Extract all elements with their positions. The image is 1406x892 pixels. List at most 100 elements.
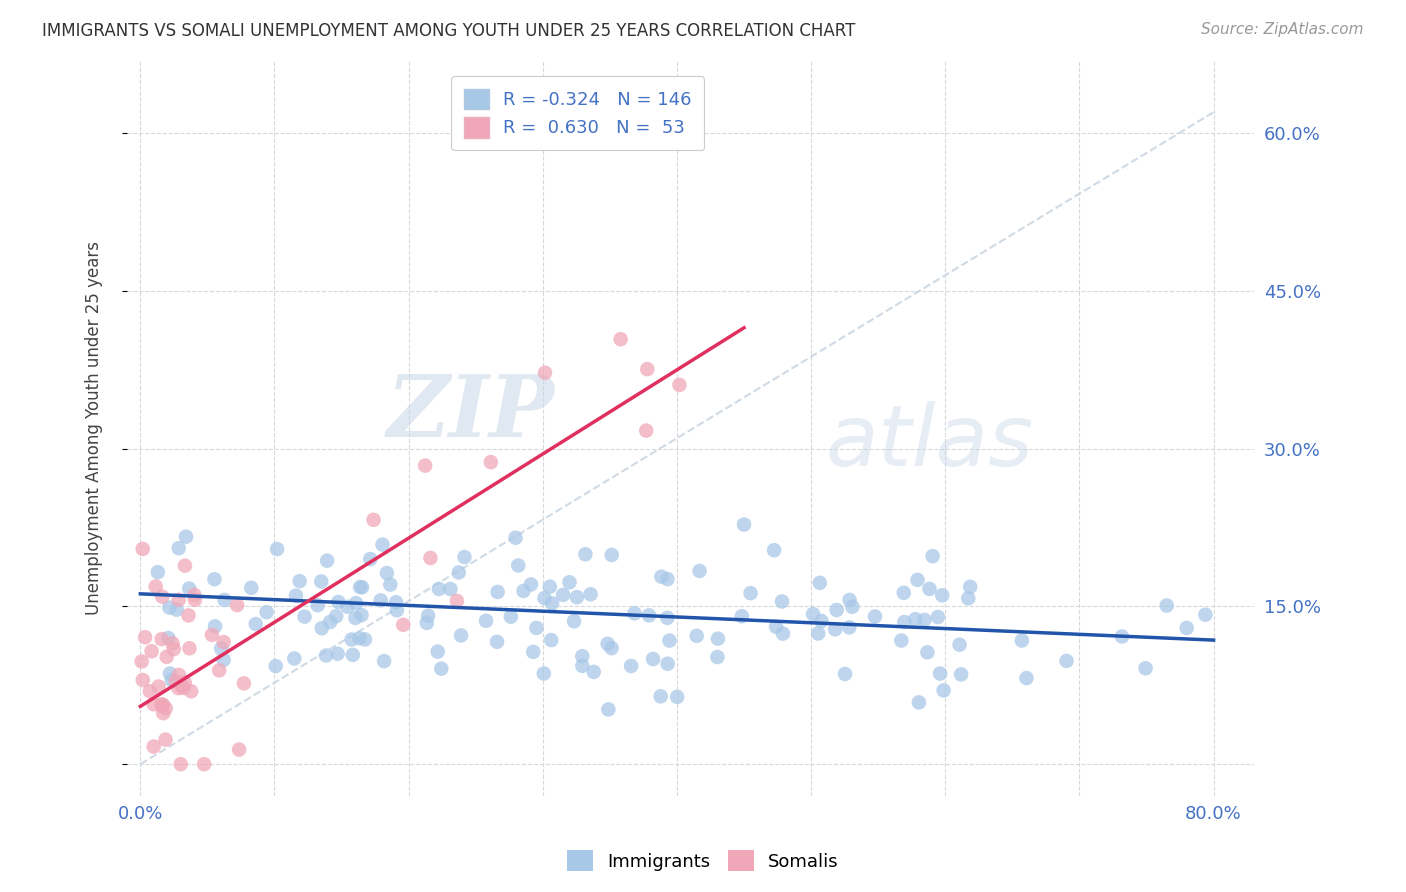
Point [183, 588, 205, 602]
Point [948, 638, 970, 652]
Point [551, 588, 574, 602]
Point [307, 599, 329, 613]
Point [1056, 654, 1078, 668]
Point [166, 603, 188, 617]
Point [733, 517, 755, 532]
Point [288, 574, 311, 589]
Point [808, 575, 831, 590]
Point [294, 609, 316, 624]
Point [598, 702, 620, 716]
Point [863, 609, 886, 624]
Point [373, 654, 395, 668]
Point [650, 569, 672, 583]
Point [201, 628, 224, 642]
Point [325, 609, 347, 624]
Point [385, 603, 408, 617]
Point [824, 622, 846, 636]
Point [141, 644, 163, 658]
Point [534, 366, 557, 380]
Point [170, 678, 193, 692]
Point [929, 666, 952, 681]
Point [155, 732, 177, 747]
Point [450, 628, 472, 642]
Point [931, 588, 953, 602]
Point [150, 632, 173, 646]
Point [416, 615, 439, 630]
Point [825, 603, 848, 617]
Point [349, 580, 371, 594]
Point [430, 662, 453, 676]
Point [643, 652, 665, 666]
Point [810, 614, 832, 628]
Legend: R = -0.324   N = 146, R =  0.630   N =  53: R = -0.324 N = 146, R = 0.630 N = 53 [451, 76, 704, 150]
Point [342, 648, 364, 662]
Point [375, 566, 398, 580]
Point [540, 633, 562, 648]
Point [533, 666, 555, 681]
Point [266, 542, 288, 557]
Point [1111, 630, 1133, 644]
Point [1011, 633, 1033, 648]
Point [311, 621, 333, 635]
Point [232, 676, 254, 690]
Point [350, 608, 373, 623]
Point [686, 629, 709, 643]
Point [264, 659, 287, 673]
Point [582, 665, 605, 679]
Text: atlas: atlas [825, 401, 1033, 483]
Point [770, 594, 793, 608]
Point [666, 690, 689, 704]
Point [620, 659, 643, 673]
Point [707, 632, 730, 646]
Point [426, 645, 449, 659]
Point [908, 695, 931, 709]
Point [134, 630, 156, 644]
Point [319, 615, 342, 629]
Point [208, 664, 231, 678]
Point [315, 648, 337, 663]
Point [571, 658, 593, 673]
Point [917, 645, 939, 659]
Point [526, 621, 548, 635]
Point [475, 614, 498, 628]
Point [359, 552, 381, 566]
Point [157, 600, 180, 615]
Point [163, 642, 186, 657]
Point [131, 655, 153, 669]
Point [170, 757, 193, 772]
Point [512, 584, 534, 599]
Point [841, 599, 863, 614]
Point [174, 530, 197, 544]
Point [152, 706, 174, 721]
Text: ZIP: ZIP [387, 371, 555, 455]
Point [240, 581, 263, 595]
Point [609, 332, 631, 346]
Point [636, 362, 658, 376]
Point [363, 513, 385, 527]
Point [174, 558, 197, 573]
Point [392, 617, 415, 632]
Point [159, 666, 181, 681]
Point [160, 673, 183, 687]
Point [904, 612, 927, 626]
Point [152, 698, 174, 713]
Point [907, 573, 929, 587]
Point [740, 586, 762, 600]
Point [1194, 607, 1216, 622]
Point [596, 637, 619, 651]
Point [658, 633, 681, 648]
Point [657, 611, 679, 625]
Point [520, 577, 543, 591]
Point [505, 531, 527, 545]
Point [142, 739, 165, 754]
Point [145, 579, 167, 593]
Point [150, 697, 173, 711]
Point [326, 647, 349, 661]
Point [427, 582, 450, 596]
Point [309, 574, 332, 589]
Point [636, 424, 658, 438]
Point [142, 698, 165, 712]
Point [657, 657, 679, 671]
Point [914, 613, 936, 627]
Point [371, 538, 394, 552]
